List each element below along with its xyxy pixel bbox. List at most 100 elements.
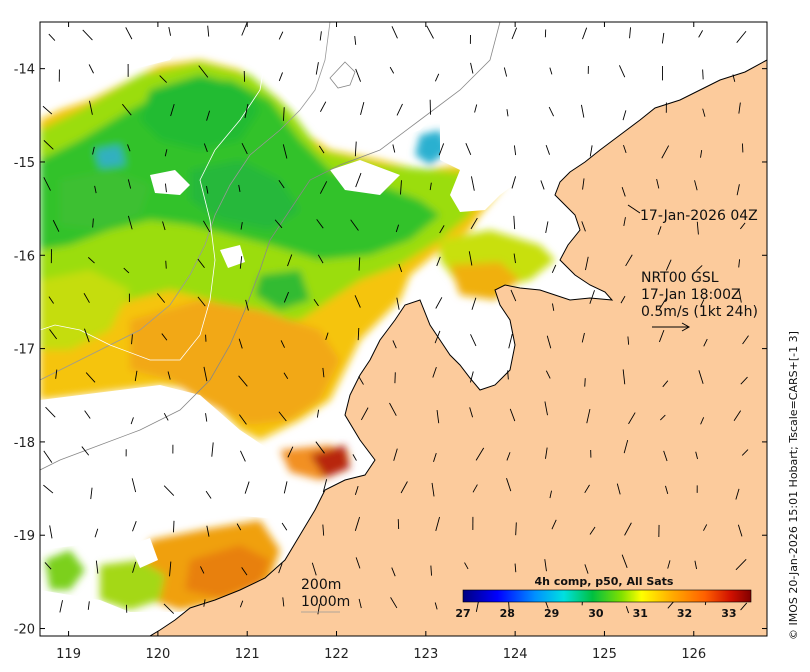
lon-tick-label: 124: [503, 647, 528, 662]
current-vector: [198, 65, 209, 78]
current-vector: [620, 295, 626, 304]
current-vector: [163, 485, 175, 496]
current-vector: [278, 72, 283, 82]
current-vector: [665, 485, 669, 494]
current-vector: [475, 447, 485, 461]
current-vector: [400, 180, 402, 195]
current-vector: [90, 487, 93, 500]
current-vector: [244, 481, 250, 494]
current-vector: [197, 296, 206, 307]
colorbar-tick-label: 27: [455, 607, 470, 620]
current-vector: [396, 297, 400, 310]
current-vector: [622, 110, 627, 121]
plot-area: [40, 22, 767, 636]
current-vector: [661, 145, 670, 159]
current-vector: [391, 567, 396, 577]
current-vector: [167, 371, 171, 380]
current-vector: [658, 297, 667, 310]
current-vector: [738, 259, 741, 268]
current-vector: [170, 103, 175, 117]
colorbar-tick-label: 31: [633, 607, 648, 620]
current-vector: [545, 447, 548, 459]
current-vector: [165, 183, 167, 193]
current-vector: [472, 484, 478, 493]
current-vector: [43, 177, 51, 191]
current-vector: [94, 528, 99, 538]
current-vector: [156, 293, 166, 303]
current-vector: [282, 597, 285, 607]
current-vector: [474, 104, 478, 113]
current-vector: [581, 221, 586, 232]
current-vector: [393, 448, 398, 461]
current-vector: [392, 340, 397, 349]
current-vector: [357, 328, 360, 341]
current-vector: [589, 290, 595, 304]
current-vector: [436, 409, 440, 424]
current-vector: [352, 454, 357, 461]
current-vector: [134, 370, 138, 382]
current-vector: [703, 524, 708, 531]
current-vector: [435, 297, 443, 309]
current-vector: [584, 378, 586, 387]
current-vector: [509, 408, 516, 422]
current-vector: [354, 36, 357, 45]
current-vector: [211, 442, 214, 457]
current-vector: [43, 450, 53, 463]
current-vector: [549, 490, 552, 499]
current-vector: [623, 145, 627, 153]
lon-tick-label: 123: [413, 647, 438, 662]
current-vector: [700, 149, 703, 158]
current-vector: [322, 479, 328, 493]
current-vector: [354, 516, 361, 531]
current-vector: [431, 482, 435, 497]
current-vector: [43, 140, 54, 150]
current-vector: [400, 481, 408, 494]
current-vector: [586, 408, 591, 424]
current-vector: [740, 376, 748, 385]
current-vector: [89, 100, 93, 115]
current-vector: [551, 519, 557, 530]
current-vector: [741, 449, 749, 456]
current-vector: [355, 68, 362, 82]
current-vector: [239, 256, 243, 269]
plot-frame: [39, 21, 768, 637]
current-vector: [700, 299, 705, 307]
current-vector: [319, 181, 328, 194]
current-vector: [203, 599, 206, 607]
current-vector: [513, 145, 517, 156]
current-vector: [506, 452, 511, 461]
current-vector: [464, 562, 469, 570]
current-vector: [88, 64, 94, 74]
current-vector: [737, 524, 743, 537]
current-vector: [360, 407, 369, 421]
current-vector: [315, 62, 319, 75]
current-vector: [44, 562, 52, 570]
current-vector: [585, 256, 589, 271]
lon-tick-label: 121: [235, 647, 260, 662]
lat-tick-label: -16: [14, 249, 35, 264]
current-vector: [85, 372, 96, 383]
current-vector: [696, 265, 703, 272]
current-vector: [736, 184, 740, 196]
current-vector: [552, 303, 555, 311]
current-vector: [657, 226, 662, 235]
current-vector: [548, 106, 554, 117]
credit-text: © IMOS 20-Jan-2026 15:01 Hobart; Tscale=…: [787, 331, 800, 640]
current-vector: [551, 264, 557, 274]
current-vector: [395, 224, 400, 233]
current-vector: [162, 221, 166, 231]
current-vector: [396, 103, 403, 116]
current-vector: [92, 218, 94, 228]
current-vector: [282, 144, 288, 159]
current-vector: [55, 369, 58, 379]
current-vector: [510, 289, 517, 302]
current-vector: [130, 417, 134, 425]
current-vector: [546, 335, 552, 349]
current-vector: [391, 26, 398, 39]
current-vector: [354, 485, 359, 495]
current-vector: [508, 602, 511, 615]
current-vector: [287, 446, 294, 458]
current-vector: [661, 32, 665, 44]
current-vector: [238, 375, 248, 387]
